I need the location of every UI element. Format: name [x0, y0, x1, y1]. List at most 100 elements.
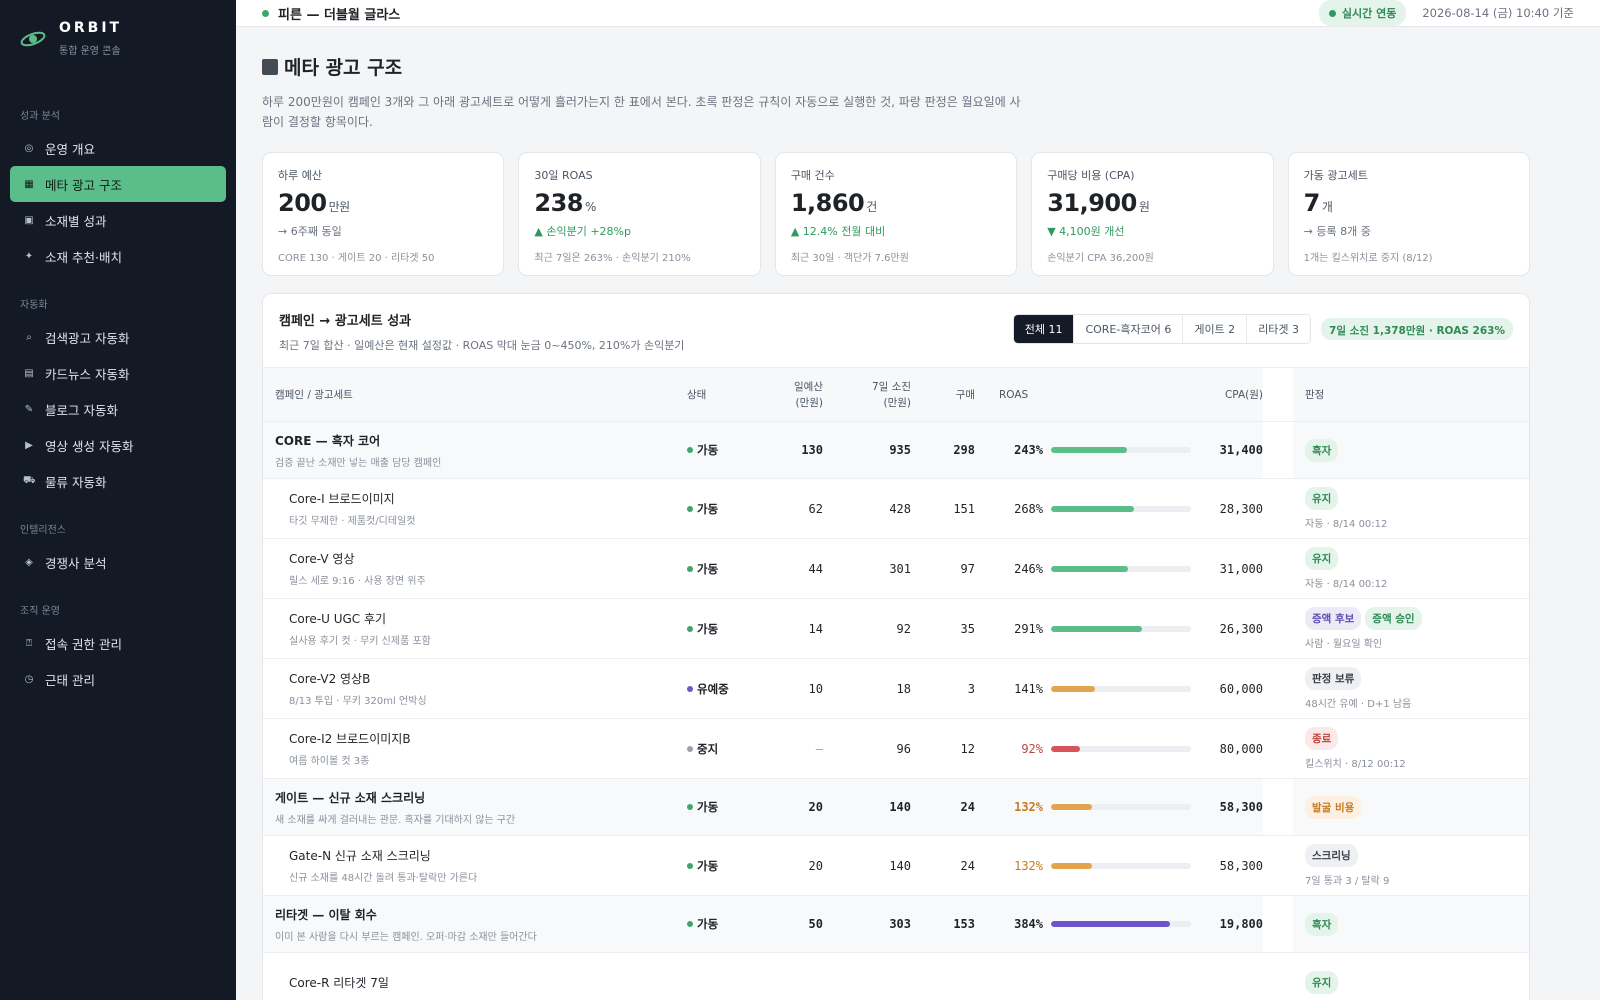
judge-badge[interactable]: 발굴 비용 [1305, 795, 1362, 819]
adset-name[interactable]: Core-V2 영상B [289, 672, 371, 686]
roas-display: 92% [999, 742, 1225, 756]
col-cpa-header[interactable]: CPA(원) [1224, 388, 1263, 401]
sidebar-item[interactable]: ◈ 경쟁사 분석 [10, 544, 226, 580]
adset-row[interactable]: Core-U UGC 후기 실사용 후기 컷 · 무키 신제품 포함 가동 14 92 3… [263, 598, 1529, 659]
adset-row[interactable]: Core-V 영상 릴스 세로 9:16 · 사용 장면 위주 가동 44 301 97 2… [263, 538, 1529, 599]
nav-spacer [10, 499, 226, 507]
campaign-row[interactable]: CORE — 흑자 코어 검증 끝난 소재만 넣는 매출 담당 캠페인 가동 130 9… [263, 421, 1529, 479]
col-spend-header[interactable]: 7일 소진 (만원) [835, 368, 923, 422]
sidebar-item[interactable]: ✎ 블로그 자동화 [10, 391, 226, 427]
roas-display: 384% [999, 917, 1225, 931]
name-cell: Core-R 리타겟 7일 [263, 952, 675, 1000]
purchases-cell: 12 [923, 718, 987, 779]
judge-badge[interactable]: 유지 [1305, 547, 1339, 570]
judge-badge[interactable]: 흑자 [1305, 438, 1339, 462]
adset-name[interactable]: Core-I 브로드이미지 [289, 492, 395, 506]
campaign-name[interactable]: 리타겟 — 이탈 회수 [275, 907, 377, 922]
campaign-row[interactable]: 게이트 — 신규 소재 스크리닝 새 소재를 싸게 걸러내는 관문. 흑자를 기대… [263, 778, 1529, 836]
filter-tab[interactable]: 리타겟 3 [1247, 315, 1311, 343]
kpi-number: 31,900 [1047, 189, 1137, 217]
judge-note: 자동 · 8/14 00:12 [1305, 519, 1388, 530]
sidebar-item-label: 소재 추천·배치 [45, 249, 122, 265]
roas-value: 243% [1014, 443, 1043, 457]
sidebar-item[interactable]: ◷ 근태 관리 [10, 661, 226, 697]
judge-note: 사람 · 월요일 확인 [1305, 639, 1383, 650]
cpa-cell: 80,000 [1207, 718, 1263, 779]
campaign-filter-tabs: 전체 11 CORE-흑자코어 6 게이트 2 리타겟 3 [1012, 314, 1312, 344]
col-judge-header[interactable]: 판정 [1305, 388, 1325, 401]
adset-row[interactable]: Core-V2 영상B 8/13 투입 · 무키 320ml 언박싱 유예중 10 18… [263, 658, 1529, 719]
adset-row[interactable]: Core-I 브로드이미지 타깃 무제한 · 제품컷/디테일컷 가동 62 428 151… [263, 478, 1529, 539]
sidebar-item[interactable]: ⍰ 접속 권한 관리 [10, 625, 226, 661]
roas-value: 132% [1014, 858, 1043, 873]
sidebar-item[interactable]: ✦ 소재 추천·배치 [10, 238, 226, 274]
roas-bar-fill [1051, 862, 1093, 869]
adset-row[interactable]: Core-I2 브로드이미지B 여름 하이볼 컷 3종 중지 –96 12 92% 80,0… [263, 718, 1529, 779]
sidebar-item[interactable]: ▶ 영상 생성 자동화 [10, 427, 226, 463]
nav-icon: ◷ [24, 673, 34, 685]
col-name-header[interactable]: 캠페인 / 광고세트 [275, 388, 353, 401]
kpi-unit: 원 [1138, 200, 1150, 214]
adset-name[interactable]: Core-U UGC 후기 [289, 612, 387, 626]
col-budget-header[interactable]: 일예산 (만원) [767, 368, 835, 422]
adset-name[interactable]: Core-I2 브로드이미지B [289, 732, 411, 746]
judge-badge[interactable]: 유지 [1305, 487, 1339, 510]
judge-badge[interactable]: 흑자 [1305, 912, 1339, 936]
roas-cell: 141% [987, 658, 1237, 719]
adset-row[interactable]: Gate-N 신규 소재 스크리닝 신규 소재를 48시간 돌려 통과·탈락만 가… [263, 835, 1529, 896]
spend-cell: 140 [835, 835, 923, 896]
budget-cell: 50 [767, 895, 835, 953]
budget-cell [767, 952, 835, 1000]
name-cell: Core-U UGC 후기 실사용 후기 컷 · 무키 신제품 포함 [263, 598, 675, 659]
status-indicator: 가동 [687, 621, 755, 637]
kpi-label: 가동 광고세트 [1303, 169, 1368, 182]
judge-badge[interactable]: 판정 보류 [1305, 667, 1362, 690]
judge-badge[interactable]: 스크리닝 [1305, 844, 1358, 867]
row-description: 릴스 세로 9:16 · 사용 장면 위주 [289, 576, 426, 587]
panel-title: 캠페인 → 광고세트 성과 [279, 314, 412, 329]
table-header-row: 캠페인 / 광고세트 상태 일예산 (만원) 7일 소진 (만원) 구매 ROAS … [263, 367, 1529, 422]
roas-bar [1051, 685, 1191, 692]
kpi-card: 구매 건수 1,860 건 ▲ 12.4% 전월 대비 최근 30일 · 객단가 7.6… [774, 152, 1018, 276]
judge-badge[interactable]: 증액 후보 [1305, 607, 1362, 630]
sidebar-item[interactable]: ⛟ 물류 자동화 [10, 463, 226, 499]
sidebar-item[interactable]: ▣ 소재별 성과 [10, 202, 226, 238]
sidebar-item[interactable]: ◎ 운영 개요 [10, 130, 226, 166]
filter-tab[interactable]: 게이트 2 [1183, 315, 1248, 343]
col-purchases-header[interactable]: 구매 [955, 388, 975, 401]
purchases-cell: 97 [923, 538, 987, 599]
judge-tags: 유지 [1305, 487, 1519, 510]
adset-name[interactable]: Gate-N 신규 소재 스크리닝 [289, 849, 431, 863]
filter-tab[interactable]: 전체 11 [1013, 315, 1075, 343]
adset-row[interactable]: Core-R 리타겟 7일 유지 [263, 952, 1529, 1000]
row-description: 여름 하이볼 컷 3종 [289, 756, 370, 767]
campaign-name[interactable]: 게이트 — 신규 소재 스크리닝 [275, 790, 426, 805]
roas-bar-fill [1051, 447, 1127, 453]
status-dot-icon [687, 625, 693, 632]
row-description: 타깃 무제한 · 제품컷/디테일컷 [289, 516, 416, 527]
judge-badge[interactable]: 유지 [1305, 971, 1339, 994]
status-cell: 가동 [675, 538, 767, 599]
sidebar-item[interactable]: ⌕ 검색광고 자동화 [10, 319, 226, 355]
filter-tab[interactable]: CORE-흑자코어 6 [1074, 315, 1184, 343]
live-sync-label: 실시간 연동 [1341, 7, 1397, 20]
status-label: 가동 [697, 443, 719, 457]
judge-badge[interactable]: 증액 승인 [1365, 607, 1422, 630]
adset-name[interactable]: Core-R 리타겟 7일 [289, 976, 389, 990]
judge-badge[interactable]: 종료 [1305, 727, 1339, 750]
col-status-header[interactable]: 상태 [687, 388, 707, 401]
nav-icon: ◎ [24, 142, 34, 154]
campaign-row[interactable]: 리타겟 — 이탈 회수 이미 본 사람을 다시 부르는 캠페인. 오퍼·마감 소재… [263, 895, 1529, 953]
roas-bar-fill [1051, 804, 1093, 810]
campaign-name[interactable]: CORE — 흑자 코어 [275, 433, 381, 448]
judge-cell: 유지 자동 · 8/14 00:12 [1293, 538, 1529, 599]
cpa-cell: 19,800 [1207, 895, 1263, 953]
nav-spacer [10, 274, 226, 282]
col-roas-header[interactable]: ROAS [999, 388, 1029, 401]
store-name[interactable]: 피른 — 더블월 글라스 [278, 7, 401, 23]
roas-bar [1051, 862, 1191, 869]
status-label: 가동 [697, 800, 719, 814]
sidebar-item[interactable]: ▦ 메타 광고 구조 [10, 166, 226, 202]
sidebar-item[interactable]: ▤ 카드뉴스 자동화 [10, 355, 226, 391]
adset-name[interactable]: Core-V 영상 [289, 552, 355, 566]
